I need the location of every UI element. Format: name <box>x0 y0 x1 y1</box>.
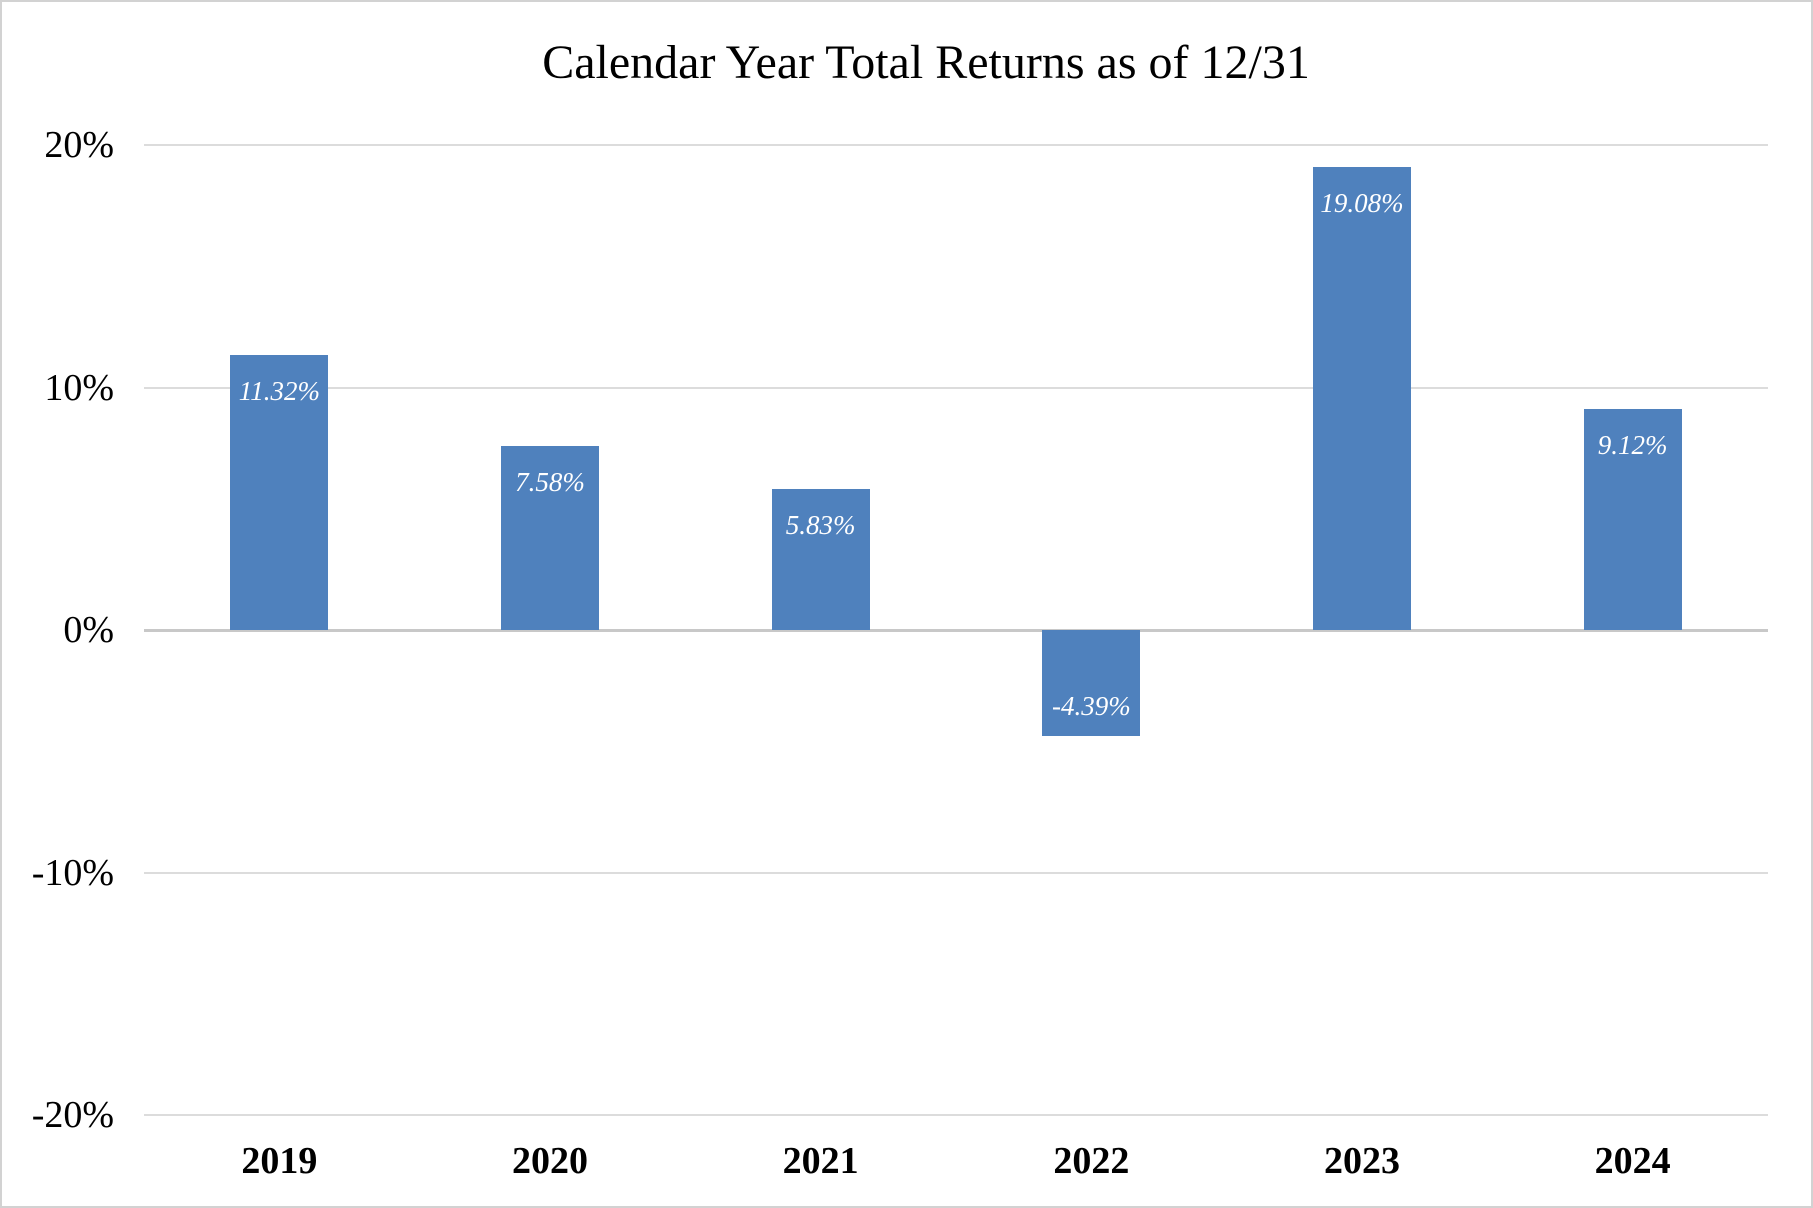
bar-data-label: 9.12% <box>1597 429 1668 460</box>
x-tick-label-2021: 2021 <box>782 1140 859 1182</box>
bar-2023: 19.08% <box>1313 167 1411 630</box>
gridline <box>144 386 1768 389</box>
bar-2019: 11.32% <box>230 355 329 630</box>
x-tick-label-2024: 2024 <box>1594 1140 1671 1182</box>
gridline <box>144 871 1768 874</box>
x-tick-label-2022: 2022 <box>1053 1140 1130 1182</box>
y-tick-label: 20% <box>44 124 114 166</box>
y-tick-label: 0% <box>63 609 114 651</box>
bar-data-label: 5.83% <box>785 509 856 540</box>
chart-title: Calendar Year Total Returns as of 12/31 <box>542 36 1310 89</box>
bar-data-label: 19.08% <box>1320 188 1404 219</box>
y-tick-label: 10% <box>44 366 114 409</box>
bar-data-label: 7.58% <box>515 467 585 498</box>
x-tick-label-2023: 2023 <box>1324 1140 1400 1182</box>
gridline <box>144 1114 1768 1116</box>
y-tick-label: -10% <box>31 851 114 894</box>
x-tick-label-2020: 2020 <box>512 1140 588 1182</box>
bar-2024: 9.12% <box>1583 408 1682 630</box>
bar-2021: 5.83% <box>771 488 870 630</box>
bar-2022: -4.39% <box>1042 630 1141 737</box>
bar-data-label: 11.32% <box>238 376 320 407</box>
gridline <box>144 144 1768 146</box>
zero-axis-line <box>144 628 1768 632</box>
bar-data-label: -4.39% <box>1051 691 1131 722</box>
bar-2020: 7.58% <box>501 446 599 630</box>
y-tick-label: -20% <box>31 1094 114 1136</box>
x-tick-label-2019: 2019 <box>241 1140 318 1182</box>
